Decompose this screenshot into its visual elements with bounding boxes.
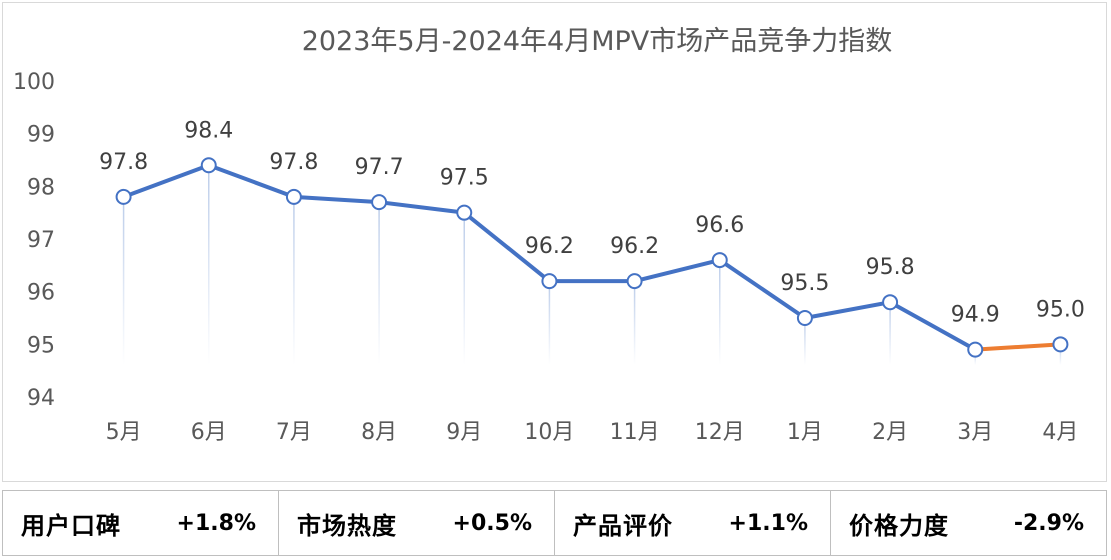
x-tick-label: 1月 (787, 420, 823, 445)
y-tick-label: 100 (13, 70, 55, 95)
y-axis: 94 95 96 97 98 99 100 (13, 70, 55, 411)
series-line-highlight (973, 342, 1063, 352)
x-tick-label: 10月 (524, 420, 574, 445)
drop-line (1059, 344, 1062, 365)
stat-price-strength: 价格力度 -2.9% (831, 491, 1106, 555)
y-tick-label: 99 (27, 123, 55, 148)
x-tick-label: 4月 (1042, 420, 1078, 445)
y-tick-label: 95 (27, 333, 55, 358)
chart-frame: 2023年5月-2024年4月MPV市场产品竞争力指数 94 95 96 97 98 99… (2, 2, 1107, 482)
stat-value: +0.5% (452, 510, 532, 536)
data-point (541, 273, 558, 290)
data-label: 95.8 (866, 255, 915, 280)
data-point (1052, 336, 1069, 353)
x-tick-label: 5月 (106, 420, 142, 445)
drop-line (804, 318, 806, 365)
data-label: 98.4 (184, 118, 233, 143)
data-labels: 97.8 98.4 97.8 97.7 97.5 96.2 96.2 96.6 95.5 95.8… (99, 118, 1085, 327)
stat-user-reputation: 用户口碑 +1.8% (3, 491, 279, 555)
data-label: 96.6 (695, 213, 744, 238)
data-point (626, 273, 643, 290)
x-tick-label: 6月 (191, 420, 227, 445)
data-point (456, 204, 473, 221)
data-points (115, 157, 1069, 358)
drop-line (208, 165, 210, 365)
x-axis: 5月 6月 7月 8月 9月 10月 11月 12月 1月 2月 3月 4月 (106, 420, 1079, 445)
y-tick-label: 97 (27, 228, 55, 253)
drop-line (633, 281, 636, 365)
drop-line (719, 260, 721, 365)
x-tick-label: 8月 (361, 420, 397, 445)
drop-line (548, 281, 551, 365)
drop-line (378, 202, 380, 365)
data-label: 96.2 (610, 234, 659, 259)
drop-line (463, 212, 465, 365)
x-tick-label: 9月 (446, 420, 482, 445)
x-tick-label: 11月 (610, 420, 660, 445)
drop-line (293, 196, 295, 365)
x-tick-label: 2月 (872, 420, 908, 445)
data-label: 97.7 (355, 155, 404, 180)
stat-product-rating: 产品评价 +1.1% (555, 491, 831, 555)
data-point (115, 188, 132, 205)
stats-bar: 用户口碑 +1.8% 市场热度 +0.5% 产品评价 +1.1% 价格力度 -2… (2, 490, 1107, 556)
data-label: 95.0 (1036, 297, 1085, 322)
x-tick-label: 7月 (276, 420, 312, 445)
data-label: 97.8 (269, 150, 318, 175)
stat-label: 价格力度 (849, 511, 949, 540)
data-label: 96.2 (525, 234, 574, 259)
data-point (711, 252, 728, 269)
data-label: 95.5 (780, 271, 829, 296)
stat-label: 用户口碑 (21, 511, 121, 540)
data-point (371, 194, 388, 211)
stat-market-heat: 市场热度 +0.5% (279, 491, 555, 555)
y-tick-label: 98 (27, 175, 55, 200)
data-label: 97.5 (440, 166, 489, 191)
drop-line (889, 302, 891, 365)
chart-title: 2023年5月-2024年4月MPV市场产品竞争力指数 (302, 26, 893, 57)
stat-value: -2.9% (1013, 510, 1084, 536)
data-point (967, 341, 984, 358)
stat-label: 产品评价 (573, 511, 673, 540)
series-lines (121, 163, 1063, 352)
x-tick-label: 12月 (695, 420, 745, 445)
data-label: 94.9 (951, 303, 1000, 328)
data-point (285, 188, 302, 205)
drop-line (122, 196, 125, 365)
stat-value: +1.1% (728, 510, 808, 536)
drop-lines (122, 165, 1062, 365)
data-point (200, 157, 217, 174)
y-tick-label: 94 (27, 386, 55, 411)
data-label: 97.8 (99, 150, 148, 175)
stat-label: 市场热度 (297, 511, 397, 540)
data-point (796, 310, 813, 326)
line-chart: 2023年5月-2024年4月MPV市场产品竞争力指数 94 95 96 97 98 99… (13, 26, 1085, 445)
x-tick-label: 3月 (957, 420, 993, 445)
data-point (882, 294, 899, 311)
y-tick-label: 96 (27, 281, 55, 306)
stat-value: +1.8% (176, 510, 256, 536)
